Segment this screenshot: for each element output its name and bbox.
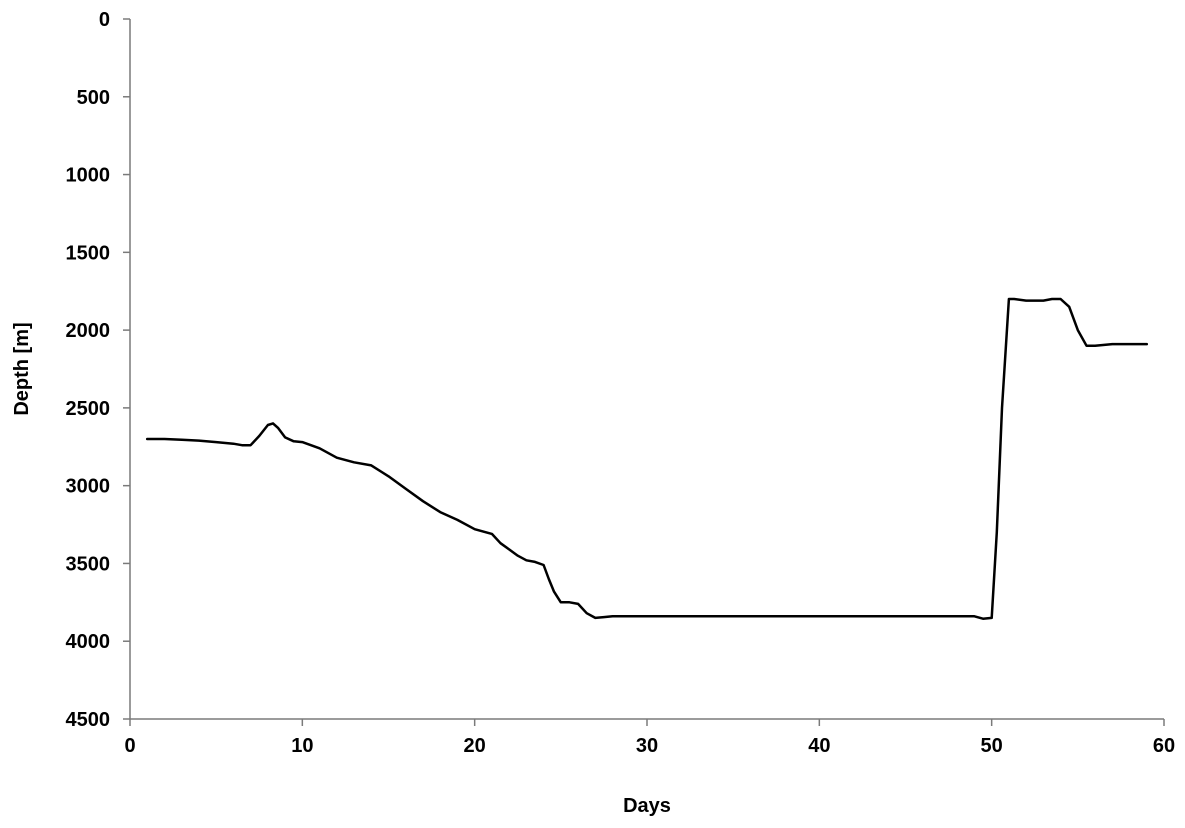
y-tick-label: 3500 (66, 553, 111, 575)
x-tick-label: 10 (291, 735, 313, 757)
x-tick-label: 60 (1153, 735, 1175, 757)
y-tick-label: 500 (77, 87, 110, 109)
y-tick-label: 4000 (66, 631, 111, 653)
x-axis-title: Days (623, 795, 671, 817)
x-tick-label: 0 (124, 735, 135, 757)
y-tick-label: 1000 (66, 165, 111, 187)
x-tick-label: 40 (808, 735, 830, 757)
depth-series-line (145, 297, 1149, 620)
x-tick-label: 20 (464, 735, 486, 757)
y-tick-label: 2500 (66, 398, 111, 420)
y-tick-label: 0 (99, 9, 110, 31)
y-tick-label: 2000 (66, 320, 111, 342)
x-tick-label: 50 (981, 735, 1003, 757)
x-ticks: 0 10 20 30 40 50 60 (124, 719, 1175, 757)
y-tick-label: 4500 (66, 709, 111, 731)
x-tick-label: 30 (636, 735, 658, 757)
y-tick-label: 1500 (66, 242, 111, 264)
axes (129, 19, 1164, 720)
y-tick-label: 3000 (66, 476, 111, 498)
y-axis-title: Depth [m] (11, 322, 33, 415)
y-ticks: 0 500 1000 1500 2000 2500 3000 3500 4000 4500 (66, 9, 130, 731)
